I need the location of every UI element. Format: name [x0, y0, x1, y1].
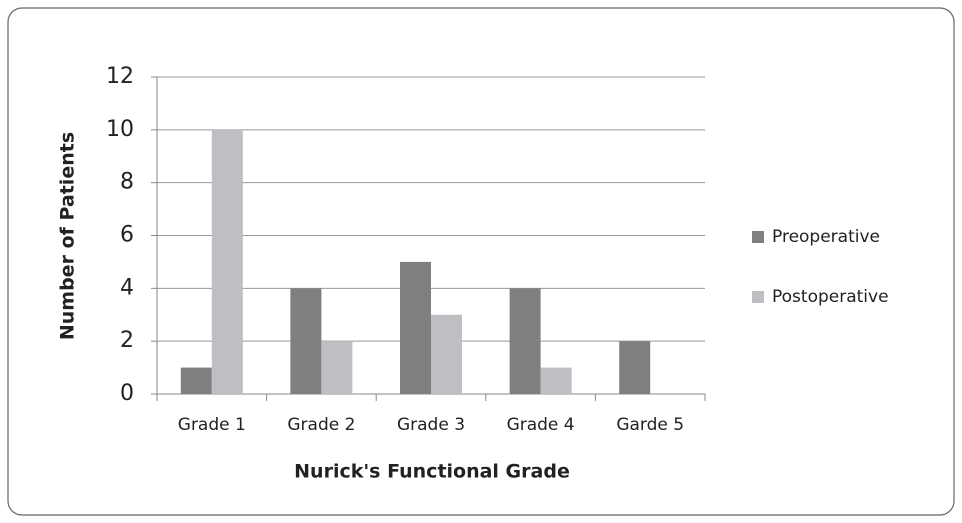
bar: [180, 367, 212, 394]
bar: [619, 341, 651, 394]
x-tick-label: Grade 4: [507, 415, 575, 435]
bar: [321, 341, 353, 394]
x-tick-label: Grade 1: [178, 415, 246, 435]
bar: [400, 261, 431, 394]
legend-swatch: [752, 291, 764, 303]
y-tick-label: 2: [120, 328, 134, 353]
x-tick-label: Grade 3: [397, 415, 465, 435]
bar: [431, 314, 462, 394]
bar: [540, 367, 572, 394]
bar: [290, 288, 322, 394]
y-tick-label: 6: [120, 223, 134, 248]
y-axis-title: Number of Patients: [57, 132, 79, 340]
y-tick-label: 10: [106, 117, 134, 142]
y-tick-label: 4: [120, 275, 134, 300]
x-tick-label: Grade 2: [287, 415, 355, 435]
x-tick-label: Garde 5: [616, 415, 684, 435]
y-tick-label: 12: [106, 64, 134, 89]
legend-label: Preoperative: [772, 227, 880, 247]
bar: [211, 129, 243, 395]
y-tick-label: 0: [120, 381, 134, 406]
chart-frame: [7, 7, 955, 516]
y-tick-label: 8: [120, 170, 134, 195]
legend-label: Postoperative: [772, 287, 889, 307]
bar: [509, 288, 541, 394]
legend-swatch: [752, 231, 764, 243]
x-axis-title: Nurick's Functional Grade: [294, 461, 570, 483]
